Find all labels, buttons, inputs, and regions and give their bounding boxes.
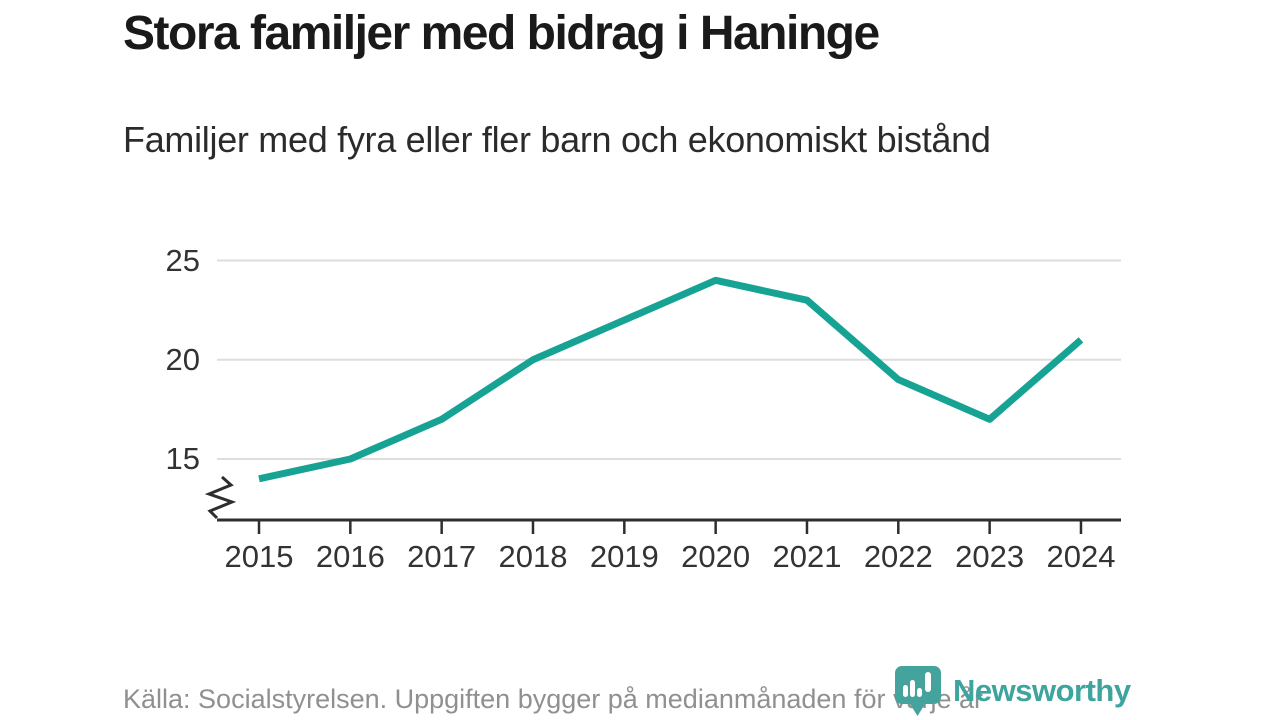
x-tick-label: 2018 [498, 539, 568, 574]
x-tick-label: 2021 [772, 539, 842, 574]
x-axis [204, 475, 1121, 534]
brand-name: Newsworthy [953, 673, 1131, 708]
gridlines [217, 259, 1121, 460]
newsworthy-logo: Newsworthy [895, 666, 1131, 718]
x-tick-label: 2017 [407, 539, 477, 574]
y-tick-label: 20 [165, 341, 200, 377]
chart-subtitle: Familjer med fyra eller fler barn och ek… [123, 119, 991, 160]
source-note: Källa: Socialstyrelsen. Uppgiften bygger… [123, 684, 983, 714]
x-tick-label: 2020 [681, 539, 751, 574]
data-line [258, 276, 1084, 483]
y-tick-label: 15 [165, 441, 200, 476]
y-tick-label: 25 [165, 242, 200, 278]
x-tick-label: 2015 [224, 539, 294, 574]
x-tick-label: 2019 [589, 539, 659, 574]
x-tick-label: 2024 [1046, 539, 1116, 574]
axis-break-icon [204, 475, 237, 520]
x-tick-label: 2023 [955, 539, 1025, 574]
x-tick-label: 2022 [863, 539, 933, 574]
newsworthy-icon [895, 666, 941, 716]
chart-title: Stora familjer med bidrag i Haninge [123, 7, 880, 60]
series-line [258, 276, 1084, 483]
x-tick-label: 2016 [315, 539, 385, 574]
